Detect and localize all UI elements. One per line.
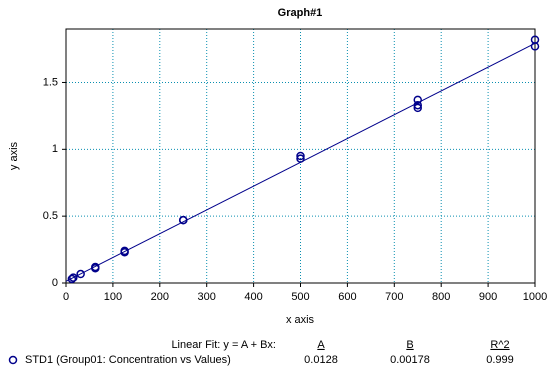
- fit-value: 0.999: [486, 354, 514, 366]
- fit-value: 0.00178: [390, 354, 430, 366]
- x-tick-label: 700: [385, 291, 403, 303]
- legend-marker: [8, 355, 18, 365]
- x-tick-label: 900: [479, 291, 497, 303]
- x-tick-label: 1000: [523, 291, 547, 303]
- fit-column: R^2: [490, 339, 509, 351]
- y-tick-label: 1.5: [43, 76, 58, 88]
- x-axis-label: x axis: [286, 314, 315, 326]
- y-tick-label: 0.5: [43, 210, 58, 222]
- y-tick-label: 1: [52, 143, 58, 155]
- fit-column: B: [406, 339, 413, 351]
- point: [413, 100, 422, 110]
- x-tick-label: 100: [104, 291, 122, 303]
- point: [413, 95, 422, 105]
- x-tick-label: 0: [63, 291, 69, 303]
- point: [120, 246, 129, 256]
- y-axis-label: y axis: [8, 141, 20, 170]
- point: [179, 215, 188, 225]
- point: [67, 274, 77, 284]
- point: [413, 103, 422, 113]
- plot-frame: [65, 28, 536, 284]
- y-tick-label: 0: [52, 277, 58, 289]
- fit-column: A: [317, 339, 325, 351]
- legend-label: STD1 (Group01: Concentration vs Values): [25, 354, 231, 366]
- fit-value: 0.0128: [304, 354, 338, 366]
- x-tick-label: 800: [432, 291, 450, 303]
- point: [296, 151, 305, 161]
- point: [296, 154, 305, 163]
- point: [530, 42, 540, 51]
- fit-label: Linear Fit: y = A + Bx:: [171, 339, 276, 351]
- point: [69, 273, 78, 282]
- point: [91, 262, 100, 272]
- x-tick-label: 400: [244, 291, 262, 303]
- x-tick-label: 500: [291, 291, 309, 303]
- point: [76, 269, 85, 279]
- x-tick-label: 600: [338, 291, 356, 303]
- x-tick-label: 200: [151, 291, 169, 303]
- chart-title: Graph#1: [278, 7, 323, 19]
- x-tick-label: 300: [198, 291, 216, 303]
